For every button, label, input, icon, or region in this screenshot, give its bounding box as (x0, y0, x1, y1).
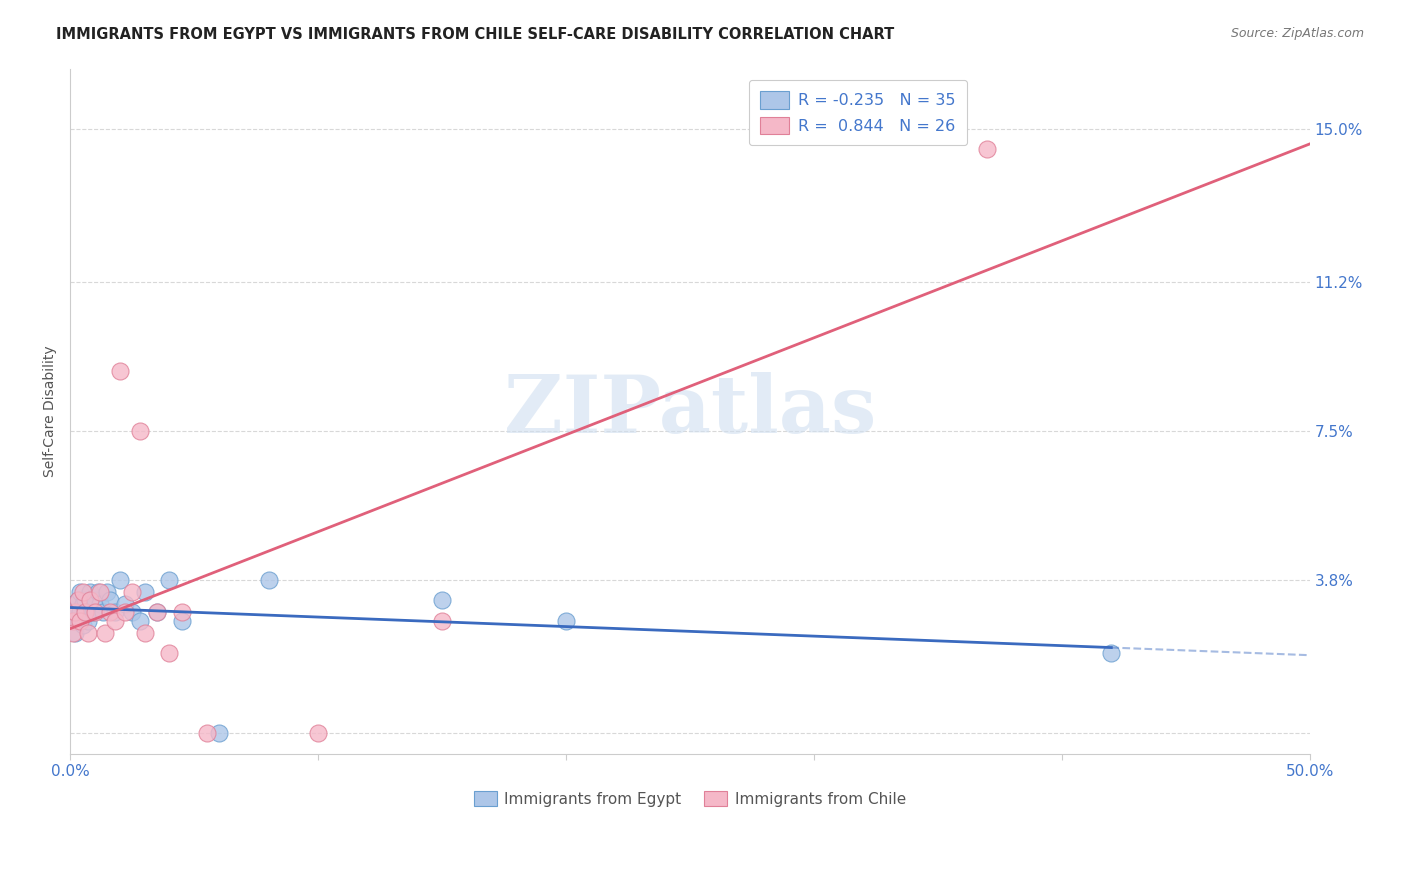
Point (976, 142, 998, 156)
Point (65, 625, 87, 640)
Point (65, 606, 87, 620)
Point (86, 585, 108, 599)
Point (75, 606, 97, 620)
Point (146, 606, 169, 620)
Point (128, 424, 150, 438)
Point (72, 585, 94, 599)
Point (62, 598, 84, 612)
Point (98, 606, 121, 620)
Point (121, 606, 143, 620)
Point (62, 625, 84, 640)
Point (307, 726, 329, 740)
Text: Source: ZipAtlas.com: Source: ZipAtlas.com (1230, 27, 1364, 40)
Point (146, 606, 169, 620)
Point (65, 606, 87, 620)
Point (257, 574, 280, 588)
Point (75, 593, 97, 607)
Point (75, 606, 97, 620)
Point (170, 614, 193, 628)
Point (134, 625, 156, 640)
Point (96, 585, 118, 599)
Point (62, 614, 84, 628)
Point (114, 598, 136, 612)
Point (84, 606, 107, 620)
Point (69, 606, 91, 620)
Point (76, 625, 98, 640)
Point (1099, 646, 1122, 660)
Point (108, 574, 131, 588)
Point (114, 606, 136, 620)
Y-axis label: Self-Care Disability: Self-Care Disability (44, 345, 58, 477)
Point (84, 593, 107, 607)
Point (91, 606, 114, 620)
Point (208, 726, 231, 740)
Point (66, 593, 89, 607)
Point (72, 617, 94, 632)
Point (94, 625, 117, 640)
Point (82, 606, 104, 620)
Text: ZIPatlas: ZIPatlas (503, 372, 876, 450)
Point (89, 598, 111, 612)
Text: IMMIGRANTS FROM EGYPT VS IMMIGRANTS FROM CHILE SELF-CARE DISABILITY CORRELATION : IMMIGRANTS FROM EGYPT VS IMMIGRANTS FROM… (56, 27, 894, 42)
Point (170, 606, 193, 620)
Point (430, 614, 453, 628)
Point (79, 585, 101, 599)
Point (121, 585, 143, 599)
Point (159, 646, 181, 660)
Point (79, 593, 101, 607)
Point (69, 614, 91, 628)
Point (62, 614, 84, 628)
Point (104, 606, 127, 620)
Point (66, 614, 89, 628)
Point (104, 614, 127, 628)
Point (98, 593, 121, 607)
Point (108, 364, 131, 378)
Point (430, 593, 453, 607)
Point (72, 598, 94, 612)
Point (69, 585, 91, 599)
Point (555, 614, 578, 628)
Point (159, 574, 181, 588)
Point (134, 585, 156, 599)
Point (66, 593, 89, 607)
Point (76, 614, 98, 628)
Legend: Immigrants from Egypt, Immigrants from Chile: Immigrants from Egypt, Immigrants from C… (467, 783, 914, 814)
Point (128, 614, 150, 628)
Point (195, 726, 218, 740)
Point (89, 585, 111, 599)
